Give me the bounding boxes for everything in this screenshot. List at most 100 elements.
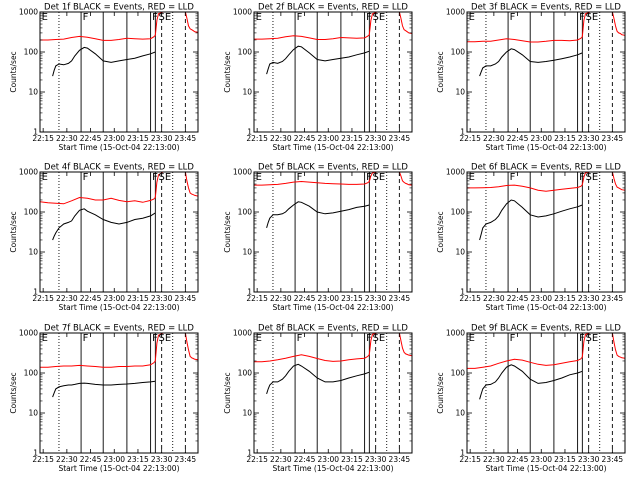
y-tick-label: 100 — [451, 48, 466, 57]
interval-label: E — [379, 172, 385, 183]
panel-title: Det 6f BLACK = Events, RED = LLD — [471, 163, 621, 173]
y-axis-label: Counts/sec — [436, 51, 445, 92]
interval-label: F — [366, 12, 372, 23]
y-tick-label: 10 — [242, 88, 252, 97]
interval-label: F — [579, 172, 585, 183]
interval-label: E — [165, 172, 171, 183]
series-group — [254, 12, 412, 75]
y-tick-label: 100 — [24, 48, 39, 57]
interval-label: S — [586, 333, 592, 344]
x-tick-label: 23:45 — [175, 294, 197, 303]
y-tick-label: 100 — [238, 369, 253, 378]
x-tick-label: 23:15 — [554, 294, 576, 303]
x-tick-label: 22:45 — [80, 134, 102, 143]
x-axis-label: Start Time (15-Oct-04 22:13:00) — [485, 143, 606, 152]
series-line-lld — [254, 12, 412, 40]
x-tick-label: 23:00 — [530, 294, 552, 303]
series-line-events — [52, 46, 156, 77]
x-axis-label: Start Time (15-Oct-04 22:13:00) — [485, 303, 606, 312]
marker-lines — [272, 172, 400, 292]
marker-lines — [485, 12, 613, 132]
interval-label: F — [510, 333, 516, 344]
y-tick-label: 100 — [238, 208, 253, 217]
interval-label: S — [159, 172, 165, 183]
series-line-lld — [467, 12, 625, 43]
x-tick-label: 23:00 — [317, 294, 339, 303]
marker-lines — [272, 12, 400, 132]
interval-label: S — [586, 172, 592, 183]
x-tick-label: 22:30 — [270, 134, 292, 143]
y-axis-label: Counts/sec — [223, 211, 232, 252]
x-tick-label: 22:30 — [56, 455, 78, 464]
marker-lines — [485, 333, 613, 453]
y-tick-label: 1000 — [446, 168, 465, 177]
interval-label: E — [469, 12, 475, 23]
plot-frame — [39, 332, 199, 454]
y-tick-label: 10 — [455, 409, 465, 418]
x-tick-label: 22:30 — [483, 294, 505, 303]
y-axis-label: Counts/sec — [9, 211, 18, 252]
y-tick-label: 1000 — [233, 168, 252, 177]
plot-frame — [466, 11, 626, 133]
interval-label: E — [469, 333, 475, 344]
x-tick-label: 22:15 — [32, 134, 54, 143]
y-tick-label: 100 — [451, 369, 466, 378]
x-tick-label: 22:15 — [459, 294, 481, 303]
y-tick-label: 10 — [242, 248, 252, 257]
x-tick-label: 22:45 — [294, 294, 316, 303]
x-tick-label: 23:15 — [341, 134, 363, 143]
interval-label: E — [42, 172, 48, 183]
y-tick-label: 1 — [460, 449, 465, 458]
x-tick-label: 22:45 — [294, 455, 316, 464]
x-tick-label: 22:15 — [32, 455, 54, 464]
x-tick-label: 22:30 — [270, 294, 292, 303]
interval-label: S — [373, 333, 379, 344]
interval-label: E — [42, 12, 48, 23]
x-tick-label: 23:30 — [578, 455, 600, 464]
y-axis-label: Counts/sec — [9, 372, 18, 413]
interval-label: S — [373, 172, 379, 183]
y-tick-label: 1000 — [233, 8, 252, 17]
marker-lines — [58, 333, 186, 453]
interval-label: F — [152, 333, 158, 344]
series-line-lld — [40, 333, 198, 368]
series-group — [467, 172, 625, 241]
series-line-events — [479, 199, 583, 241]
y-tick-label: 10 — [242, 409, 252, 418]
series-group — [254, 172, 412, 229]
series-line-events — [52, 208, 156, 241]
plot-frame — [253, 332, 413, 454]
interval-label: F — [366, 172, 372, 183]
x-axis-label: Start Time (15-Oct-04 22:13:00) — [272, 303, 393, 312]
x-axis-label: Start Time (15-Oct-04 22:13:00) — [58, 464, 179, 473]
series-line-events — [479, 364, 583, 400]
x-axis-label: Start Time (15-Oct-04 22:13:00) — [485, 464, 606, 473]
y-tick-label: 1000 — [446, 329, 465, 338]
x-tick-label: 22:30 — [483, 455, 505, 464]
y-tick-label: 10 — [28, 248, 38, 257]
series-line-events — [266, 201, 370, 229]
series-line-lld — [467, 172, 625, 192]
x-tick-label: 23:00 — [103, 294, 125, 303]
plot-frame — [253, 11, 413, 133]
y-tick-label: 1 — [33, 288, 38, 297]
x-tick-label: 23:00 — [530, 134, 552, 143]
interval-label: F — [579, 12, 585, 23]
x-tick-label: 23:45 — [389, 134, 411, 143]
interval-label: E — [256, 12, 262, 23]
x-axis-label: Start Time (15-Oct-04 22:13:00) — [58, 303, 179, 312]
x-tick-label: 23:30 — [578, 134, 600, 143]
interval-label: E — [592, 12, 598, 23]
x-tick-label: 23:30 — [151, 455, 173, 464]
y-tick-label: 1 — [460, 128, 465, 137]
y-axis-label: Counts/sec — [223, 372, 232, 413]
marker-lines — [272, 333, 400, 453]
marker-lines — [485, 172, 613, 292]
y-tick-label: 1000 — [233, 329, 252, 338]
y-tick-label: 100 — [238, 48, 253, 57]
